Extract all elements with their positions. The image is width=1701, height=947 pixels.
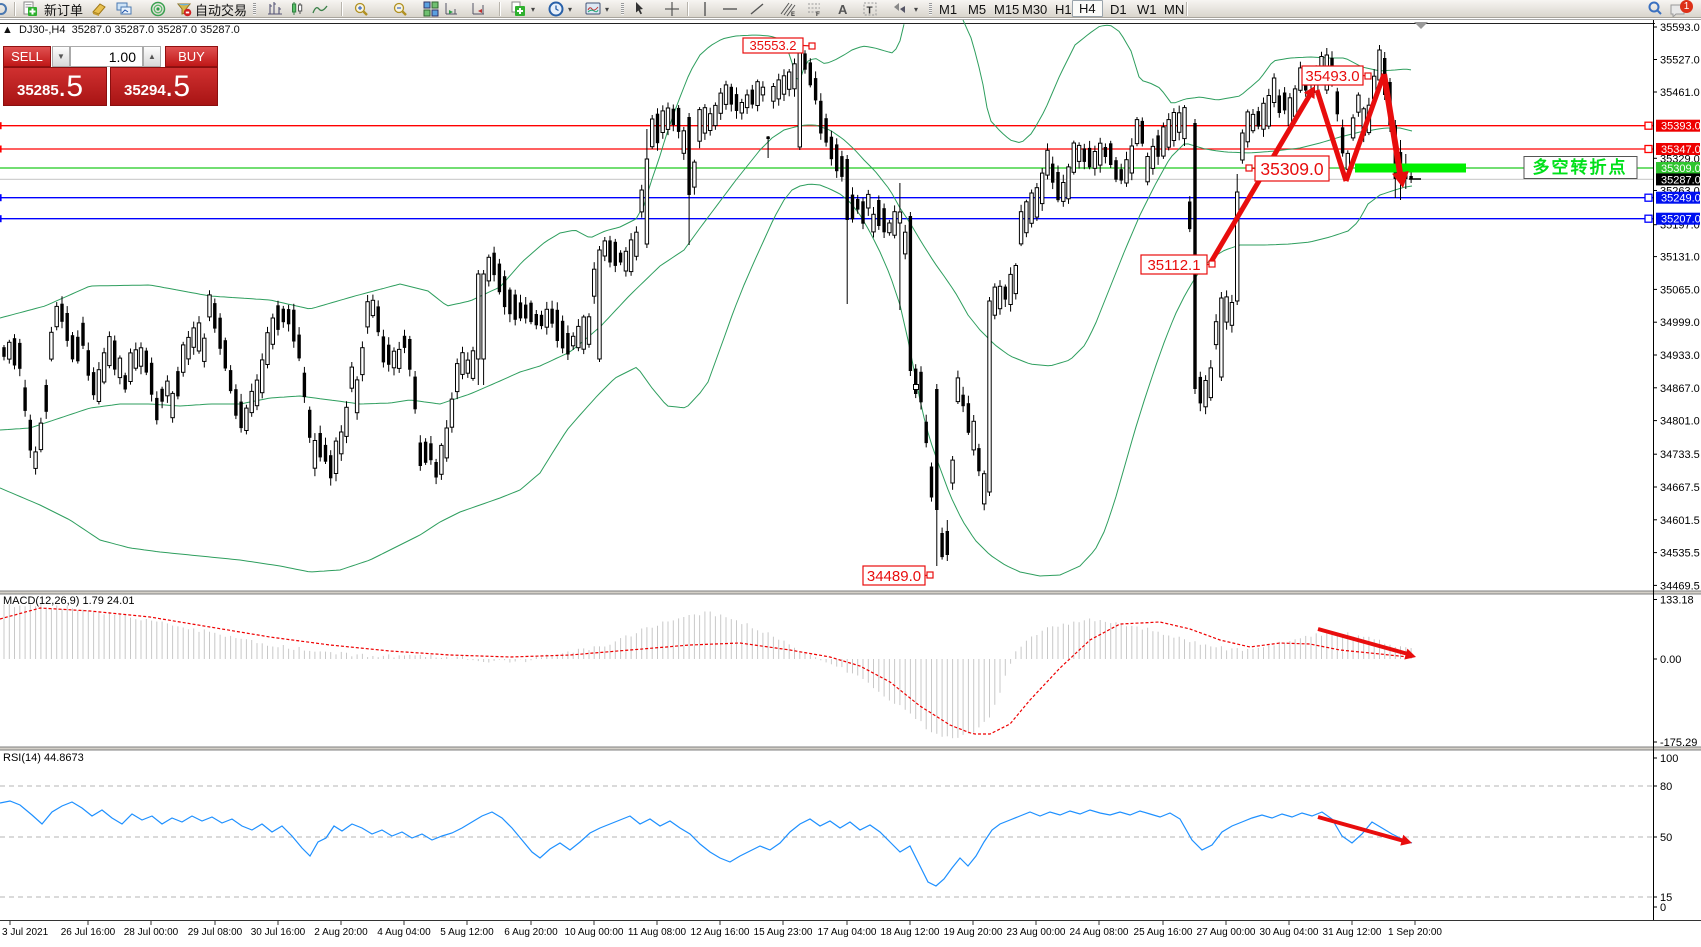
- svg-text:30 Aug 04:00: 30 Aug 04:00: [1260, 927, 1319, 938]
- svg-text:29 Jul 08:00: 29 Jul 08:00: [188, 927, 243, 938]
- svg-text:35065.0: 35065.0: [1660, 284, 1700, 296]
- svg-text:11 Aug 08:00: 11 Aug 08:00: [628, 927, 687, 938]
- svg-text:34733.5: 34733.5: [1660, 449, 1700, 461]
- svg-text:34535.5: 34535.5: [1660, 548, 1700, 560]
- svg-text:0: 0: [1660, 902, 1666, 914]
- svg-text:MACD(12,26,9) 1.79 24.01: MACD(12,26,9) 1.79 24.01: [3, 595, 134, 607]
- svg-text:19 Aug 20:00: 19 Aug 20:00: [944, 927, 1003, 938]
- svg-text:25 Aug 16:00: 25 Aug 16:00: [1134, 927, 1193, 938]
- svg-text:A: A: [838, 2, 848, 17]
- svg-text:23 Aug 00:00: 23 Aug 00:00: [1007, 927, 1066, 938]
- svg-text:18 Aug 12:00: 18 Aug 12:00: [881, 927, 940, 938]
- svg-text:34489.0: 34489.0: [867, 568, 921, 585]
- svg-text:35249.0: 35249.0: [1661, 193, 1701, 205]
- svg-text:T: T: [867, 6, 873, 17]
- svg-text:35527.0: 35527.0: [1660, 54, 1700, 66]
- svg-text:E: E: [791, 12, 795, 17]
- svg-text:35287.0: 35287.0: [1661, 174, 1701, 186]
- svg-text:2 Aug 20:00: 2 Aug 20:00: [314, 927, 368, 938]
- svg-text:34801.0: 34801.0: [1660, 416, 1700, 428]
- svg-text:35593.0: 35593.0: [1660, 22, 1700, 34]
- svg-text:35112.1: 35112.1: [1147, 257, 1200, 274]
- svg-text:34999.0: 34999.0: [1660, 317, 1700, 329]
- svg-text:6 Aug 20:00: 6 Aug 20:00: [504, 927, 558, 938]
- svg-text:34667.5: 34667.5: [1660, 482, 1700, 494]
- svg-text:15 Aug 23:00: 15 Aug 23:00: [754, 927, 813, 938]
- svg-text:34867.0: 34867.0: [1660, 383, 1700, 395]
- svg-text:34933.0: 34933.0: [1660, 350, 1700, 362]
- svg-text:35461.0: 35461.0: [1660, 87, 1700, 99]
- svg-text:10 Aug 00:00: 10 Aug 00:00: [565, 927, 624, 938]
- svg-text:3 Jul 2021: 3 Jul 2021: [2, 927, 49, 938]
- svg-text:5 Aug 12:00: 5 Aug 12:00: [440, 927, 494, 938]
- svg-text:17 Aug 04:00: 17 Aug 04:00: [818, 927, 877, 938]
- svg-text:F: F: [816, 12, 820, 17]
- svg-text:15: 15: [1660, 892, 1672, 904]
- svg-text:12 Aug 16:00: 12 Aug 16:00: [691, 927, 750, 938]
- svg-text:35553.2: 35553.2: [750, 38, 797, 53]
- svg-text:35347.0: 35347.0: [1661, 144, 1701, 156]
- svg-text:35131.0: 35131.0: [1660, 252, 1700, 264]
- svg-text:-175.29: -175.29: [1660, 737, 1697, 749]
- svg-text:133.18: 133.18: [1660, 594, 1694, 606]
- svg-text:31 Aug 12:00: 31 Aug 12:00: [1323, 927, 1382, 938]
- svg-text:27 Aug 00:00: 27 Aug 00:00: [1197, 927, 1256, 938]
- svg-text:35309.0: 35309.0: [1260, 159, 1324, 179]
- svg-text:34469.5: 34469.5: [1660, 580, 1700, 592]
- svg-text:35309.0: 35309.0: [1661, 163, 1701, 175]
- svg-text:35493.0: 35493.0: [1305, 68, 1359, 85]
- svg-text:35393.0: 35393.0: [1661, 121, 1701, 133]
- svg-text:80: 80: [1660, 781, 1672, 793]
- svg-text:1 Sep 20:00: 1 Sep 20:00: [1388, 927, 1442, 938]
- svg-text:100: 100: [1660, 753, 1678, 765]
- svg-text:0.00: 0.00: [1660, 654, 1681, 666]
- svg-text:26 Jul 16:00: 26 Jul 16:00: [61, 927, 116, 938]
- svg-text:4 Aug 04:00: 4 Aug 04:00: [377, 927, 431, 938]
- svg-text:34601.5: 34601.5: [1660, 515, 1700, 527]
- svg-text:35207.0: 35207.0: [1661, 214, 1701, 226]
- svg-text:24 Aug 08:00: 24 Aug 08:00: [1070, 927, 1129, 938]
- svg-text:多空转折点: 多空转折点: [1533, 157, 1628, 177]
- svg-text:30 Jul 16:00: 30 Jul 16:00: [251, 927, 306, 938]
- svg-text:RSI(14) 44.8673: RSI(14) 44.8673: [3, 752, 84, 764]
- svg-text:50: 50: [1660, 832, 1672, 844]
- svg-text:28 Jul 00:00: 28 Jul 00:00: [124, 927, 179, 938]
